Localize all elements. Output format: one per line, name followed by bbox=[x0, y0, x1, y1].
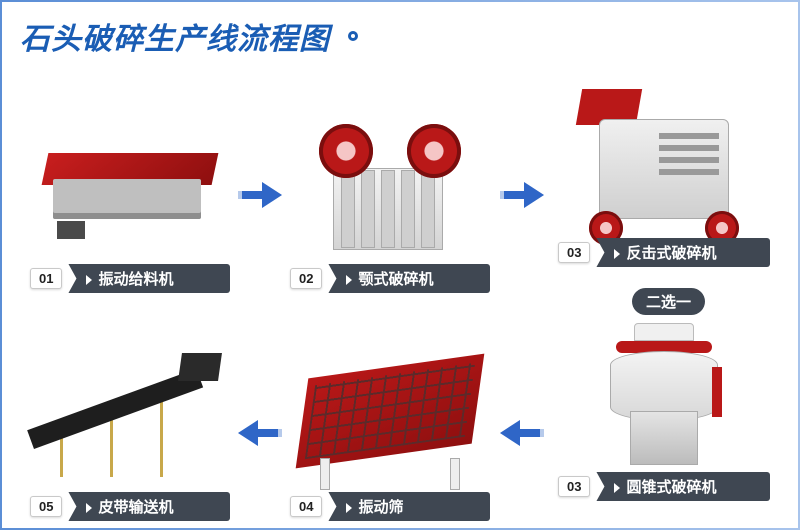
step-number-badge: 03 bbox=[558, 242, 590, 263]
impact-illustration bbox=[558, 84, 770, 244]
label-row: 02 颚式破碎机 bbox=[290, 264, 490, 293]
arrow-left-icon bbox=[238, 420, 282, 446]
page-title: 石头破碎生产线流程图 bbox=[20, 14, 330, 58]
title-bar: 石头破碎生产线流程图 bbox=[2, 2, 798, 62]
cell-belt: 05 皮带输送机 bbox=[30, 338, 230, 521]
machine-name-pill: 振动筛 bbox=[328, 492, 490, 521]
step-number-badge: 04 bbox=[290, 496, 322, 517]
machine-feeder: 01 振动给料机 bbox=[30, 110, 230, 293]
machine-jaw: 02 颚式破碎机 bbox=[290, 110, 490, 293]
step-number-badge: 03 bbox=[558, 476, 590, 497]
feeder-illustration bbox=[30, 110, 230, 270]
label-row: 04 振动筛 bbox=[290, 492, 490, 521]
title-dot-icon bbox=[348, 31, 358, 41]
machine-name-pill: 反击式破碎机 bbox=[596, 238, 770, 267]
cell-jaw: 02 颚式破碎机 bbox=[290, 110, 490, 293]
step-number-badge: 05 bbox=[30, 496, 62, 517]
cell-cone: 03 圆锥式破碎机 bbox=[558, 318, 770, 501]
belt-illustration bbox=[30, 338, 230, 498]
screen-illustration bbox=[290, 338, 490, 498]
label-row: 03 反击式破碎机 bbox=[558, 238, 770, 267]
cone-illustration bbox=[558, 318, 770, 478]
machine-name-pill: 皮带输送机 bbox=[68, 492, 230, 521]
machine-name-pill: 振动给料机 bbox=[68, 264, 230, 293]
choice-pill: 二选一 bbox=[632, 288, 705, 315]
jaw-illustration bbox=[290, 110, 490, 270]
label-row: 05 皮带输送机 bbox=[30, 492, 230, 521]
machine-cone: 03 圆锥式破碎机 bbox=[558, 318, 770, 501]
cell-feeder: 01 振动给料机 bbox=[30, 110, 230, 293]
cell-screen: 04 振动筛 bbox=[290, 338, 490, 521]
step-number-badge: 01 bbox=[30, 268, 62, 289]
label-row: 03 圆锥式破碎机 bbox=[558, 472, 770, 501]
arrow-right-icon bbox=[500, 182, 544, 208]
step-number-badge: 02 bbox=[290, 268, 322, 289]
machine-belt: 05 皮带输送机 bbox=[30, 338, 230, 521]
flow-grid: 01 振动给料机 02 颚式破碎机 03 反击式破碎机 bbox=[2, 62, 798, 522]
label-row: 01 振动给料机 bbox=[30, 264, 230, 293]
machine-screen: 04 振动筛 bbox=[290, 338, 490, 521]
machine-name-pill: 圆锥式破碎机 bbox=[596, 472, 770, 501]
machine-name-pill: 颚式破碎机 bbox=[328, 264, 490, 293]
cell-impact: 03 反击式破碎机 bbox=[558, 84, 770, 267]
machine-impact: 03 反击式破碎机 bbox=[558, 84, 770, 267]
arrow-left-icon bbox=[500, 420, 544, 446]
arrow-right-icon bbox=[238, 182, 282, 208]
